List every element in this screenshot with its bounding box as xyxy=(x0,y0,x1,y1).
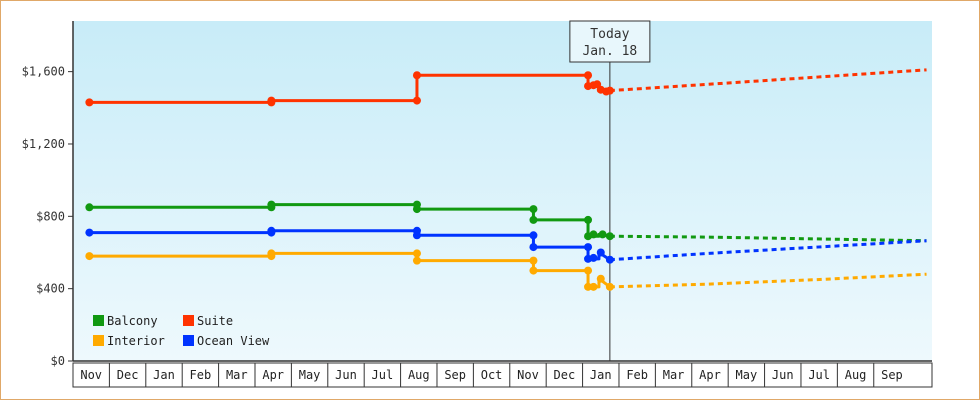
data-point-ocean-view xyxy=(596,248,605,257)
y-tick-label: $800 xyxy=(36,209,65,223)
x-tick-label: Jan xyxy=(590,368,612,382)
data-point-ocean-view xyxy=(605,255,614,264)
data-point-suite xyxy=(412,96,421,105)
x-tick-label: Jul xyxy=(372,368,394,382)
data-point-balcony xyxy=(589,230,598,239)
x-tick-label: Sep xyxy=(881,368,903,382)
data-point-suite xyxy=(85,98,94,107)
data-point-suite xyxy=(267,96,276,105)
legend-label-suite: Suite xyxy=(197,314,233,328)
x-tick-label: Jun xyxy=(335,368,357,382)
data-point-balcony xyxy=(85,203,94,212)
data-point-balcony xyxy=(605,232,614,241)
y-tick-label: $0 xyxy=(51,354,65,368)
x-tick-label: Nov xyxy=(517,368,539,382)
data-point-interior xyxy=(584,266,593,275)
x-tick-label: Aug xyxy=(408,368,430,382)
data-point-interior xyxy=(529,266,538,275)
today-label: Today xyxy=(590,27,629,42)
x-tick-label: Dec xyxy=(554,368,576,382)
today-label-box xyxy=(569,20,651,63)
x-tick-label: May xyxy=(299,368,321,382)
data-point-interior xyxy=(267,249,276,258)
legend-swatch-ocean-view xyxy=(183,335,194,346)
data-point-ocean-view xyxy=(412,231,421,240)
x-tick-label: May xyxy=(736,368,758,382)
data-point-interior xyxy=(412,256,421,265)
x-tick-label: Feb xyxy=(190,368,212,382)
x-tick-label: Aug xyxy=(845,368,867,382)
x-tick-label: Apr xyxy=(262,368,284,382)
data-point-interior xyxy=(605,282,614,291)
today-date: Jan. 18 xyxy=(582,44,637,59)
data-point-interior xyxy=(589,282,598,291)
data-point-balcony xyxy=(529,215,538,224)
x-tick-label: Nov xyxy=(80,368,102,382)
data-point-ocean-view xyxy=(267,226,276,235)
data-point-interior xyxy=(85,252,94,261)
x-axis-band xyxy=(72,362,933,388)
data-point-balcony xyxy=(412,205,421,214)
data-point-suite xyxy=(412,71,421,80)
x-tick-label: Feb xyxy=(626,368,648,382)
series-group xyxy=(85,68,927,291)
legend-swatch-interior xyxy=(93,335,104,346)
data-point-interior xyxy=(529,256,538,265)
forecast-line-interior xyxy=(609,272,927,289)
data-point-ocean-view xyxy=(529,243,538,252)
data-point-interior xyxy=(412,249,421,258)
y-tick-label: $400 xyxy=(36,282,65,296)
data-point-ocean-view xyxy=(529,231,538,240)
today-marker: Today Jan. 18 xyxy=(569,20,651,361)
legend: Balcony Suite Interior Ocean View xyxy=(93,314,270,348)
data-point-balcony xyxy=(584,215,593,224)
legend-swatch-suite xyxy=(183,315,194,326)
x-tick-label: Sep xyxy=(444,368,466,382)
x-tick-label: Jun xyxy=(772,368,794,382)
data-point-ocean-view xyxy=(584,243,593,252)
x-tick-label: Apr xyxy=(699,368,721,382)
data-point-ocean-view xyxy=(85,228,94,237)
x-tick-label: Jul xyxy=(808,368,830,382)
x-tick-label: Mar xyxy=(226,368,248,382)
data-point-balcony xyxy=(598,230,607,239)
y-tick-label: $1,200 xyxy=(22,137,65,151)
data-point-interior xyxy=(596,274,605,283)
x-axis: Nov Dec Jan Feb Mar Apr May Jun Jul Aug Sep Oct Nov D… xyxy=(72,362,933,388)
x-tick-label: Mar xyxy=(663,368,685,382)
x-tick-label: Oct xyxy=(481,368,503,382)
plot-background xyxy=(73,21,932,361)
y-tick-label: $1,600 xyxy=(22,65,65,79)
x-tick-label: Jan xyxy=(153,368,175,382)
x-tick-label: Dec xyxy=(117,368,139,382)
legend-swatch-balcony xyxy=(93,315,104,326)
legend-label-balcony: Balcony xyxy=(107,314,158,328)
forecast-line-balcony xyxy=(609,234,927,243)
data-point-suite xyxy=(605,86,614,95)
forecast-line-suite xyxy=(609,68,927,93)
legend-label-interior: Interior xyxy=(107,334,165,348)
data-point-suite xyxy=(584,71,593,80)
legend-label-ocean-view: Ocean View xyxy=(197,334,270,348)
data-point-balcony xyxy=(267,200,276,209)
data-point-ocean-view xyxy=(589,253,598,262)
data-point-balcony xyxy=(529,205,538,214)
y-axis: $0 $400 $800 $1,200 $1,600 xyxy=(22,21,932,368)
forecast-line-ocean-view xyxy=(609,239,927,262)
